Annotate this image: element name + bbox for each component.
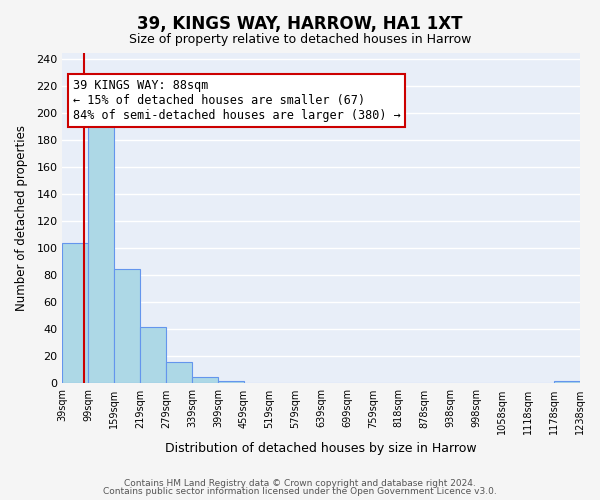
Bar — [218, 380, 244, 384]
Text: 39, KINGS WAY, HARROW, HA1 1XT: 39, KINGS WAY, HARROW, HA1 1XT — [137, 15, 463, 33]
Text: Contains public sector information licensed under the Open Government Licence v3: Contains public sector information licen… — [103, 487, 497, 496]
Bar — [62, 243, 88, 384]
Bar — [88, 120, 114, 384]
Bar — [166, 362, 192, 384]
Bar — [114, 268, 140, 384]
Bar — [192, 376, 218, 384]
Text: Contains HM Land Registry data © Crown copyright and database right 2024.: Contains HM Land Registry data © Crown c… — [124, 478, 476, 488]
Text: 39 KINGS WAY: 88sqm
← 15% of detached houses are smaller (67)
84% of semi-detach: 39 KINGS WAY: 88sqm ← 15% of detached ho… — [73, 79, 401, 122]
X-axis label: Distribution of detached houses by size in Harrow: Distribution of detached houses by size … — [166, 442, 477, 455]
Bar — [140, 326, 166, 384]
Text: Size of property relative to detached houses in Harrow: Size of property relative to detached ho… — [129, 32, 471, 46]
Bar — [554, 380, 580, 384]
Y-axis label: Number of detached properties: Number of detached properties — [15, 125, 28, 311]
